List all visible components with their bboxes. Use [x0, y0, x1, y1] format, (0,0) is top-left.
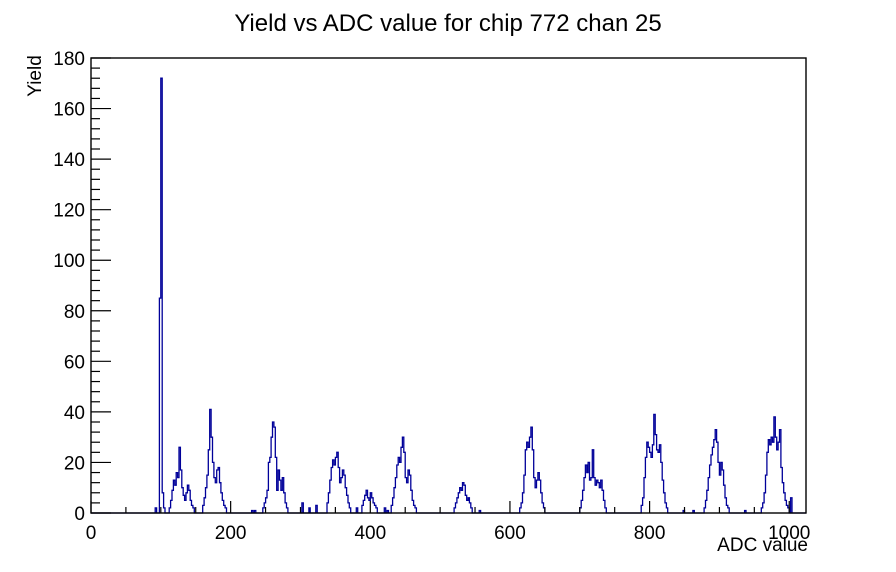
- frame-rect: [90, 57, 807, 514]
- x-tick-label: 0: [86, 523, 97, 544]
- x-axis-ticks: [90, 501, 790, 513]
- y-tick-label: 20: [64, 453, 85, 474]
- y-tick-label: 160: [53, 100, 85, 121]
- y-axis-tick-labels: 0 20 40 60 80 100 120 140 160 180: [53, 49, 85, 525]
- x-tick-label: 400: [354, 523, 386, 544]
- histogram-line: [91, 77, 806, 514]
- y-tick-label: 40: [64, 403, 85, 424]
- y-tick-label: 180: [53, 49, 85, 70]
- y-tick-label: 120: [53, 201, 85, 222]
- y-tick-label: 0: [74, 504, 85, 525]
- y-tick-label: 60: [64, 352, 85, 373]
- x-tick-label: 800: [634, 523, 666, 544]
- x-tick-label: 1000: [768, 523, 810, 544]
- y-axis-ticks: [91, 57, 111, 514]
- histogram-path: [91, 77, 806, 514]
- x-tick-label: 600: [494, 523, 526, 544]
- x-tick-label: 200: [215, 523, 247, 544]
- plot-frame: [90, 57, 807, 514]
- y-axis-title: Yield: [25, 55, 46, 97]
- x-axis-tick-labels: 0 200 400 600 800 1000: [86, 523, 811, 544]
- chart-title: Yield vs ADC value for chip 772 chan 25: [234, 10, 661, 37]
- x-axis-title: ADC value: [717, 535, 808, 556]
- y-tick-label: 100: [53, 251, 85, 272]
- y-tick-label: 140: [53, 150, 85, 171]
- y-tick-label: 80: [64, 302, 85, 323]
